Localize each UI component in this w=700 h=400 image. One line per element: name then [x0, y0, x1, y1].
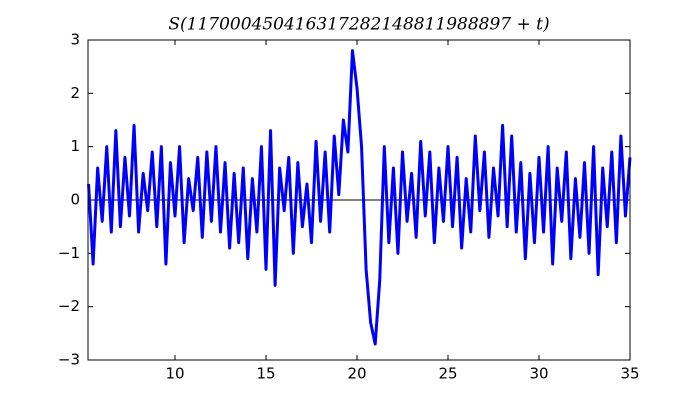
plot-frame: [87, 39, 631, 361]
y-tick-label: 0: [70, 191, 80, 209]
y-tick-label: 2: [70, 84, 80, 102]
y-tick-label: 1: [70, 137, 80, 155]
x-tick-label: 15: [256, 365, 275, 383]
y-tick-label: −1: [58, 244, 80, 262]
x-tick-label: 25: [438, 365, 457, 383]
y-tick-label: −3: [58, 351, 80, 369]
x-tick-label: 35: [620, 365, 639, 383]
chart-title: S(117000450416317282148811988897 + t): [168, 15, 549, 35]
data-line: [87, 49, 632, 346]
x-tick-label: 10: [165, 365, 184, 383]
y-tick-label: −2: [58, 297, 80, 315]
y-tick-label: 3: [70, 31, 80, 49]
x-tick-label: 20: [347, 365, 366, 383]
x-tick-label: 30: [529, 365, 548, 383]
